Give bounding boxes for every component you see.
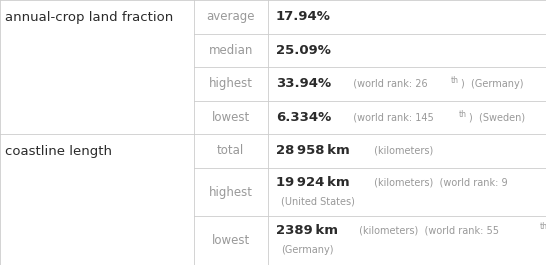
Text: 17.94%: 17.94% [276, 10, 331, 23]
Text: (kilometers)  (world rank: 55: (kilometers) (world rank: 55 [356, 226, 498, 236]
Text: 28 958 km: 28 958 km [276, 144, 349, 157]
Text: (world rank: 26: (world rank: 26 [347, 79, 428, 89]
Text: 19 924 km: 19 924 km [276, 176, 349, 189]
Text: lowest: lowest [211, 111, 250, 124]
Text: 33.94%: 33.94% [276, 77, 331, 90]
Text: average: average [206, 10, 255, 23]
Text: highest: highest [209, 186, 253, 198]
Text: annual-crop land fraction: annual-crop land fraction [5, 11, 174, 24]
Text: th: th [459, 110, 467, 119]
Text: lowest: lowest [211, 234, 250, 247]
Text: median: median [209, 44, 253, 57]
Text: )  (Germany): ) (Germany) [461, 79, 524, 89]
Text: (kilometers)  (world rank: 9: (kilometers) (world rank: 9 [371, 177, 507, 187]
Text: total: total [217, 144, 244, 157]
Text: 6.334%: 6.334% [276, 111, 331, 124]
Text: (Germany): (Germany) [281, 245, 334, 255]
Text: th: th [451, 76, 459, 85]
Text: 25.09%: 25.09% [276, 44, 331, 57]
Text: highest: highest [209, 77, 253, 90]
Text: (United States): (United States) [281, 197, 355, 207]
Text: (kilometers): (kilometers) [371, 146, 433, 156]
Text: coastline length: coastline length [5, 145, 112, 158]
Text: (world rank: 145: (world rank: 145 [347, 112, 434, 122]
Text: th: th [540, 222, 546, 231]
Text: 2389 km: 2389 km [276, 224, 338, 237]
Text: )  (Sweden): ) (Sweden) [469, 112, 525, 122]
